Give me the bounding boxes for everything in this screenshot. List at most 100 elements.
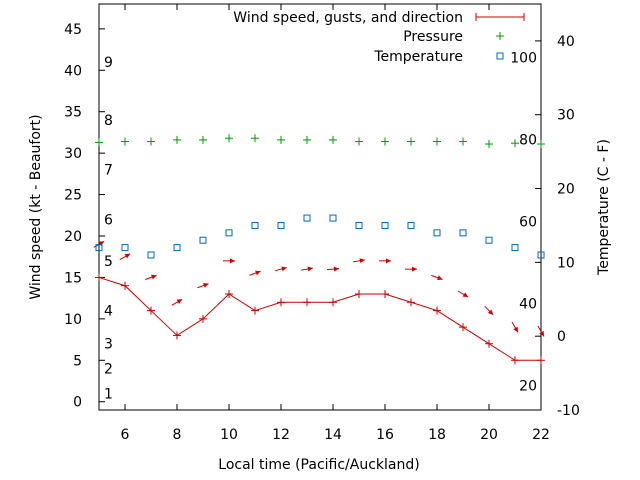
pressure-point	[303, 135, 311, 144]
wind-point	[147, 306, 155, 315]
pressure-point	[485, 140, 493, 149]
y2-tick-label: 0	[557, 329, 566, 345]
y2-tick-label: 10	[557, 255, 575, 271]
wind-direction-arrow	[537, 325, 545, 337]
temperature-point	[329, 214, 337, 222]
y-tick-label: 35	[64, 105, 82, 121]
temperature-point	[199, 236, 207, 244]
pressure-point	[147, 137, 155, 146]
pressure-point	[537, 140, 545, 149]
temperature-point	[355, 221, 363, 229]
wind-direction-arrow	[197, 283, 209, 289]
pressure-point	[433, 137, 441, 146]
temperature-point	[303, 214, 311, 222]
legend-label-pressure: Pressure	[403, 29, 463, 45]
legend-swatch-pressure	[496, 32, 504, 40]
wind-direction-arrow	[171, 298, 183, 306]
temperature-series	[95, 214, 545, 259]
y2-tick-label: -10	[557, 403, 580, 419]
x-tick-label: 12	[272, 427, 290, 443]
wind-point	[407, 298, 415, 307]
y2-tick-label: 40	[557, 34, 575, 50]
fahrenheit-label: 80	[519, 132, 537, 148]
wind-direction-arrow	[511, 321, 519, 333]
wind-direction-arrow	[145, 274, 157, 280]
beaufort-label: 4	[104, 304, 113, 320]
y-tick-label: 45	[64, 22, 82, 38]
pressure-point	[355, 137, 363, 146]
legend: Wind speed, gusts, and direction Pressur…	[233, 10, 525, 65]
wind-direction-arrow	[353, 258, 365, 264]
y-tick-label: 30	[64, 146, 82, 162]
temperature-point	[537, 251, 545, 259]
wind-point	[173, 331, 181, 340]
wind-direction-arrow	[431, 274, 443, 281]
x-tick-label: 10	[220, 427, 238, 443]
beaufort-label: 6	[104, 212, 113, 228]
y-tick-label: 25	[64, 188, 82, 204]
pressure-point	[511, 139, 519, 148]
pressure-point	[459, 137, 467, 146]
x-axis-label: Local time (Pacific/Auckland)	[218, 457, 419, 473]
wind-point	[433, 306, 441, 315]
x-tick-label: 22	[532, 427, 550, 443]
y-tick-label: 5	[73, 353, 82, 369]
wind-point	[329, 298, 337, 307]
wind-point	[277, 298, 285, 307]
temperature-point	[433, 229, 441, 237]
legend-swatch-temperature	[496, 52, 504, 60]
x-tick-labels: 6 8 10 12 14 16 18 20 22	[121, 427, 550, 443]
wind-speed-line	[98, 276, 541, 361]
plot-frame	[98, 3, 542, 411]
beaufort-label: 2	[104, 362, 113, 378]
wind-direction-arrow	[275, 266, 287, 272]
x-tick-label: 16	[376, 427, 394, 443]
fahrenheit-label: 100	[510, 50, 537, 66]
temperature-point	[225, 229, 233, 237]
axis-ticks	[99, 4, 542, 411]
y2-tick-labels: -10 0 10 20 30 40	[557, 34, 580, 419]
wind-point	[225, 290, 233, 298]
wind-point	[121, 281, 129, 290]
pressure-point	[251, 134, 259, 143]
temperature-point	[407, 221, 415, 229]
temperature-point	[173, 244, 181, 252]
pressure-point	[199, 135, 207, 144]
y-tick-label: 10	[64, 312, 82, 328]
legend-label-temperature: Temperature	[373, 49, 463, 65]
wind-direction-arrow	[457, 290, 469, 298]
y-tick-label: 20	[64, 229, 82, 245]
pressure-series	[95, 134, 545, 149]
pressure-point	[277, 135, 285, 144]
beaufort-label: 1	[104, 386, 113, 402]
wind-point	[511, 356, 519, 365]
wind-point	[355, 290, 363, 298]
x-tick-label: 20	[480, 427, 498, 443]
wind-point	[303, 298, 311, 307]
temperature-point	[121, 244, 129, 252]
wind-direction-arrow	[119, 253, 131, 261]
wind-point	[199, 314, 207, 323]
pressure-point	[121, 137, 129, 146]
y2-tick-label: 30	[557, 108, 575, 124]
pressure-point	[95, 138, 103, 147]
wind-direction-arrow	[379, 258, 391, 264]
wind-point	[537, 356, 545, 365]
pressure-point	[173, 135, 181, 144]
temperature-point	[381, 221, 389, 229]
y-tick-label: 40	[64, 63, 82, 79]
beaufort-label: 8	[104, 113, 113, 129]
beaufort-label: 7	[104, 163, 113, 179]
wind-direction-arrow	[223, 258, 235, 264]
y2-axis-label: Temperature (C - F)	[596, 139, 612, 276]
wind-direction-arrow	[484, 305, 494, 316]
fahrenheit-label: 20	[519, 378, 537, 394]
y-tick-labels: 0 5 10 15 20 25 30 35 40 45	[64, 22, 82, 411]
fahrenheit-labels: 20 40 60 80 100	[510, 50, 537, 394]
beaufort-label: 9	[104, 55, 113, 71]
wind-point	[381, 290, 389, 298]
wind-point	[95, 273, 103, 282]
pressure-point	[381, 137, 389, 146]
beaufort-labels: 1 2 3 4 5 6 7 8 9	[104, 55, 113, 402]
temperature-point	[95, 244, 103, 252]
